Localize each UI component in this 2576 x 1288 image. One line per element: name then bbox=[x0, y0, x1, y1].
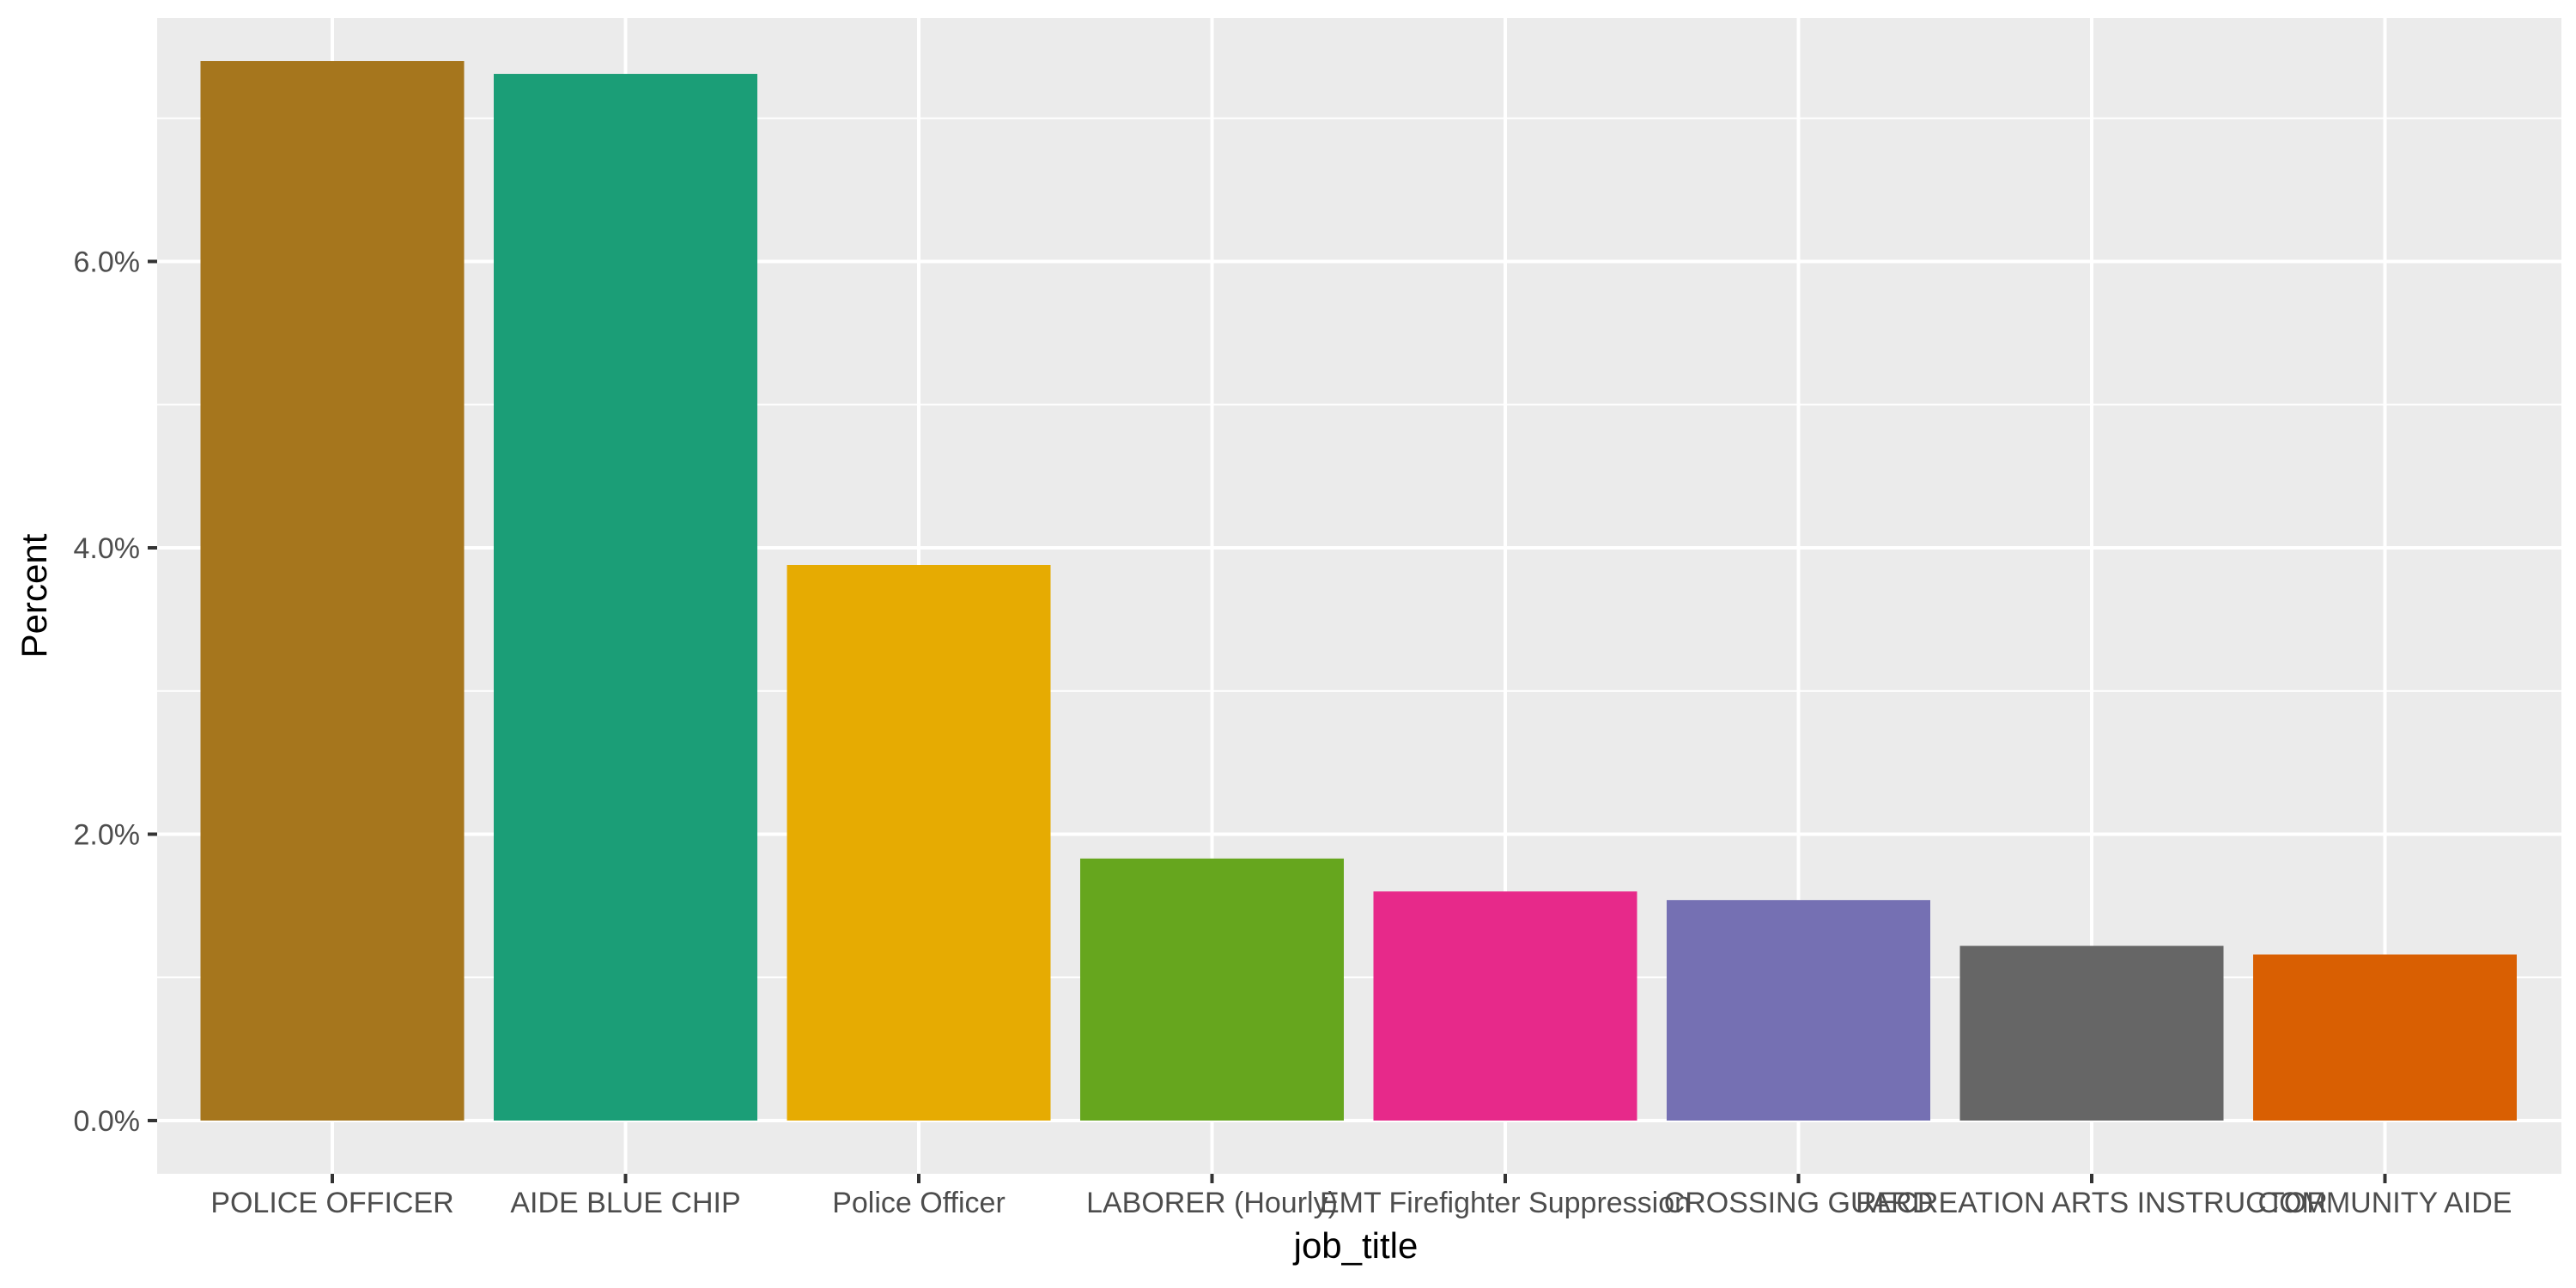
y-axis-title: Percent bbox=[14, 533, 54, 658]
bar bbox=[1667, 900, 1930, 1121]
x-tick-label: LABORER (Hourly) bbox=[1086, 1187, 1338, 1219]
bar bbox=[1959, 945, 2224, 1121]
axis-layer: 0.0% 2.0% 4.0% 6.0% POLICE OFFICER AIDE BLUE … bbox=[74, 246, 2512, 1219]
x-tick-label: POLICE OFFICER bbox=[210, 1187, 453, 1219]
x-tick-label: RECREATION ARTS INSTRUCTOR bbox=[1856, 1187, 2328, 1219]
bar bbox=[494, 74, 757, 1121]
bar bbox=[1080, 858, 1344, 1121]
bar bbox=[787, 564, 1051, 1121]
y-tick-label: 6.0% bbox=[74, 246, 141, 278]
bar bbox=[200, 61, 465, 1121]
x-axis-title: job_title bbox=[1292, 1225, 1419, 1266]
bar bbox=[1373, 891, 1637, 1121]
x-tick-label: CROSSING GUARD bbox=[1664, 1187, 1934, 1219]
x-tick-label: AIDE BLUE CHIP bbox=[510, 1187, 740, 1219]
y-tick-label: 4.0% bbox=[74, 532, 141, 565]
x-tick-label: Police Officer bbox=[832, 1187, 1005, 1219]
bar bbox=[2253, 954, 2517, 1121]
x-tick-label: COMMUNITY AIDE bbox=[2258, 1187, 2512, 1219]
bars-layer bbox=[200, 61, 2517, 1121]
y-tick-label: 0.0% bbox=[74, 1105, 141, 1138]
x-tick-label: EMT Firefighter Suppression bbox=[1320, 1187, 1691, 1219]
y-tick-label: 2.0% bbox=[74, 818, 141, 851]
